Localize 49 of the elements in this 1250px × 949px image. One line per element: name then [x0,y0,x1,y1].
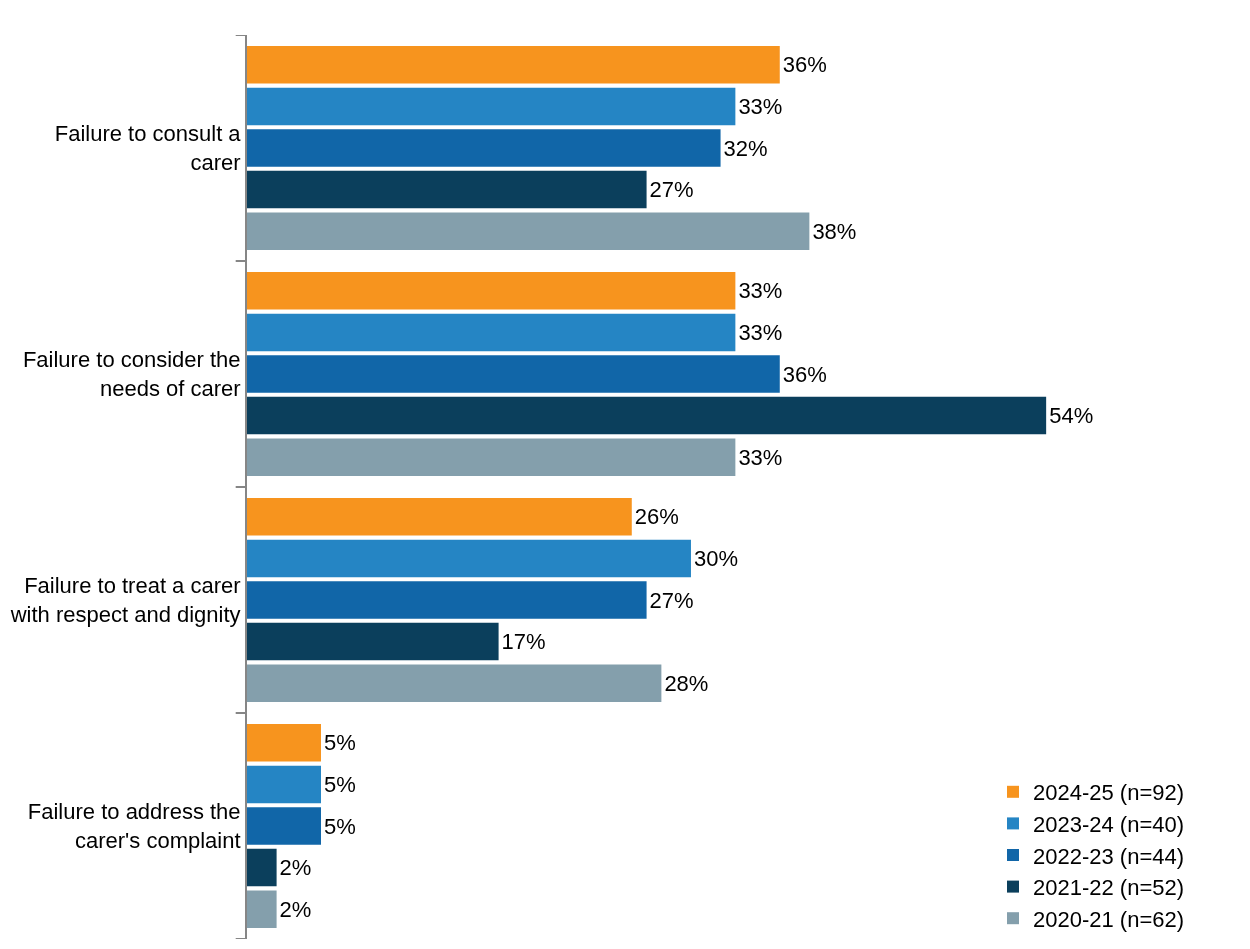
bar [247,498,632,536]
data-label: 2% [279,855,312,881]
data-label: 30% [693,545,739,571]
legend-label: 2020-21 (n=62) [1033,906,1185,932]
bar [247,890,277,928]
data-label: 36% [782,52,827,78]
data-label: 5% [324,730,356,756]
bar [247,765,321,804]
bar [247,129,721,167]
data-label: 27% [649,587,694,613]
data-label: 27% [649,177,694,203]
data-label: 33% [738,444,783,470]
y-tick-label: Failure to address the carer's complaint [27,799,241,853]
bar [247,46,780,84]
y-tick-label: Failure to treat a carer with respect and dignity [9,573,241,627]
y-tick-label: Failure to consider the needs of carer [22,347,241,401]
data-label: 36% [782,361,827,387]
data-label: 5% [324,813,356,839]
bar [247,807,321,845]
data-label: 28% [664,670,709,696]
legend-label: 2021-22 (n=52) [1033,875,1185,901]
data-label: 17% [501,629,546,655]
bar [247,355,780,393]
data-label: 33% [738,93,783,119]
legend-label: 2022-23 (n=44) [1033,843,1185,869]
data-label: 54% [1049,403,1094,429]
bar [247,581,647,619]
data-label: 32% [723,135,768,161]
legend-label: 2023-24 (n=40) [1033,811,1185,837]
bar [247,848,277,887]
bar [247,313,736,352]
bar [247,170,647,209]
bar [247,272,736,310]
bar [247,539,691,578]
bar [247,622,499,661]
bar [247,724,321,762]
data-label: 38% [812,218,857,244]
y-tick-label: Failure to consult a carer [54,121,242,175]
data-label: 5% [324,771,356,797]
bar [247,212,810,250]
data-label: 33% [738,319,783,345]
bar [247,438,736,476]
data-label: 33% [738,278,783,304]
data-label: 26% [634,504,679,530]
bar [247,87,736,126]
data-label: 2% [279,896,312,922]
legend-label: 2024-25 (n=92) [1033,780,1185,806]
bar [247,396,1047,435]
bar [247,664,662,702]
